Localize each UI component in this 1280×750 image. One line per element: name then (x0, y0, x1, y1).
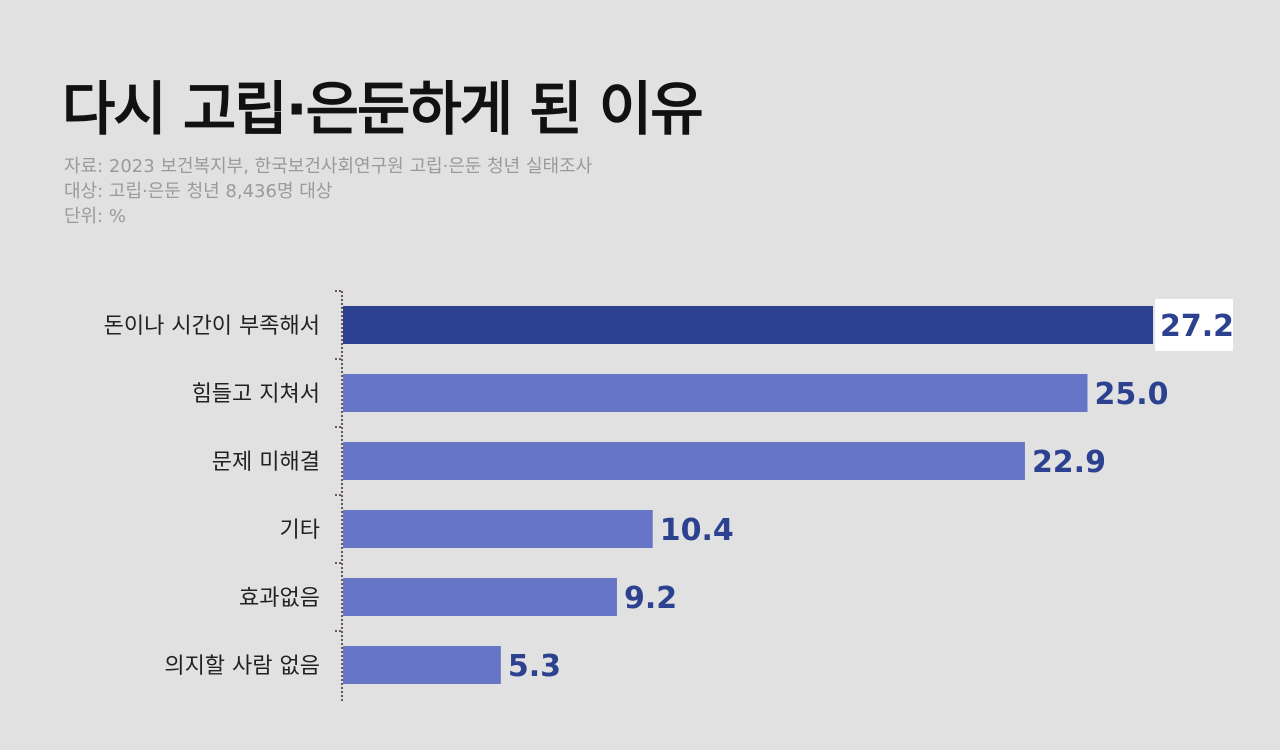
value-label: 25.0 (1094, 377, 1168, 412)
value-label: 5.3 (508, 649, 561, 684)
unit-note: 단위: % (64, 206, 127, 227)
bar (343, 510, 653, 548)
bar (343, 646, 501, 684)
bar (343, 578, 617, 616)
bar (343, 442, 1025, 480)
category-label: 돈이나 시간이 부족해서 (104, 314, 320, 339)
value-label: 22.9 (1032, 445, 1106, 480)
chart-notes: 자료: 2023 보건복지부, 한국보건사회연구원 고립·은둔 청년 실태조사 … (64, 154, 592, 229)
sample-note: 대상: 고립·은둔 청년 8,436명 대상 (64, 181, 333, 202)
source-note: 자료: 2023 보건복지부, 한국보건사회연구원 고립·은둔 청년 실태조사 (64, 156, 593, 177)
category-label: 힘들고 지쳐서 (192, 382, 320, 407)
bar (343, 374, 1088, 412)
category-label: 의지할 사람 없음 (164, 654, 320, 679)
value-label: 10.4 (660, 513, 734, 548)
category-label: 효과없음 (239, 586, 320, 611)
value-label-highlight-box (1155, 299, 1233, 351)
bar (343, 306, 1153, 344)
category-label: 문제 미해결 (212, 450, 320, 475)
chart-title: 다시 고립·은둔하게 된 이유 (62, 75, 704, 143)
value-label: 9.2 (624, 581, 677, 616)
category-label: 기타 (280, 518, 320, 543)
value-label: 27.2 (1160, 309, 1234, 344)
